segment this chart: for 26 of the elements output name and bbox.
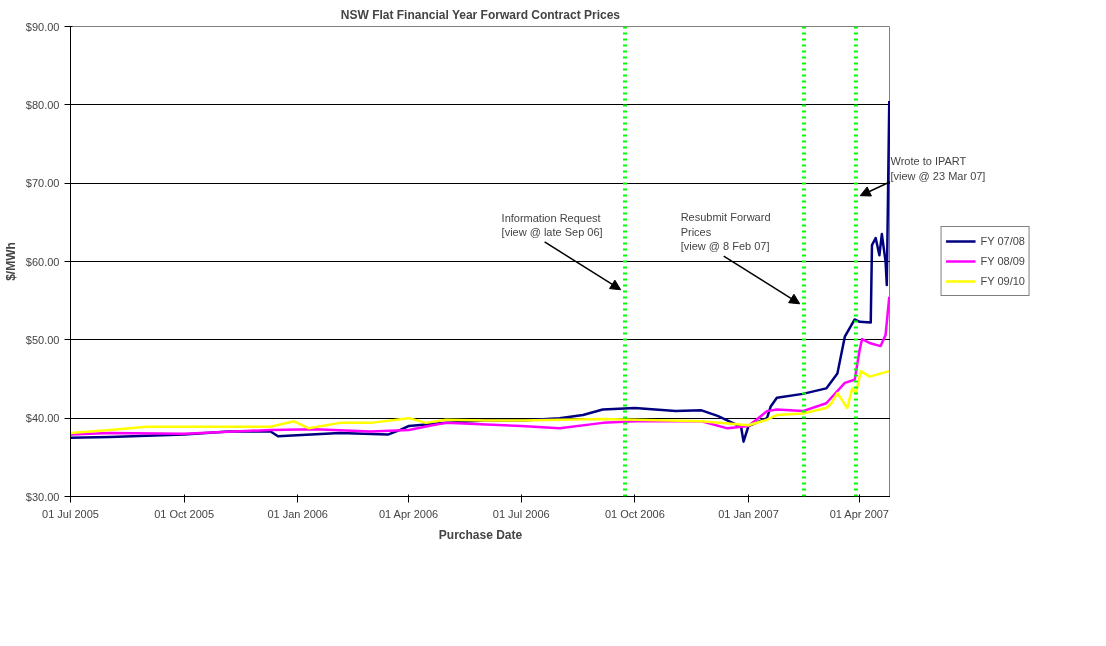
x-tick-label: 01 Oct 2006 bbox=[604, 507, 665, 520]
line-series bbox=[70, 295, 890, 436]
y-tick-label: $50.00 bbox=[25, 333, 60, 346]
y-tick-label: $30.00 bbox=[25, 490, 60, 503]
y-axis-title: $/MWh bbox=[3, 242, 18, 281]
x-tick-label: 01 Jan 2007 bbox=[718, 507, 779, 520]
x-tick-label: 01 Apr 2006 bbox=[378, 507, 439, 520]
y-tick-label: $40.00 bbox=[25, 412, 60, 425]
chart-title: NSW Flat Financial Year Forward Contract Prices bbox=[340, 7, 621, 22]
y-tick-label: $90.00 bbox=[25, 20, 60, 33]
ref-line-label: Resubmit Forward Prices [view @ 8 Feb 07] bbox=[680, 211, 771, 253]
line-series bbox=[70, 369, 890, 435]
y-tick-label: $60.00 bbox=[25, 255, 60, 268]
x-tick-label: 01 Oct 2005 bbox=[154, 507, 215, 520]
y-tick-label: $80.00 bbox=[25, 98, 60, 111]
x-tick-label: 01 Jul 2005 bbox=[42, 507, 99, 520]
ref-line-label: Information Request [view @ late Sep 06] bbox=[501, 211, 603, 238]
legend-label: FY 07/08 bbox=[980, 235, 1025, 247]
x-tick-label: 01 Apr 2007 bbox=[829, 507, 889, 520]
legend-label: FY 08/09 bbox=[980, 255, 1025, 267]
ref-line-label: Wrote to IPART [view @ 23 Mar 07] bbox=[890, 155, 986, 182]
x-tick-label: 01 Jul 2006 bbox=[492, 507, 550, 520]
x-tick-label: 01 Jan 2006 bbox=[267, 507, 329, 520]
y-tick-label: $70.00 bbox=[25, 177, 60, 190]
legend-label: FY 09/10 bbox=[980, 275, 1025, 287]
x-axis-title: Purchase Date bbox=[438, 527, 523, 542]
